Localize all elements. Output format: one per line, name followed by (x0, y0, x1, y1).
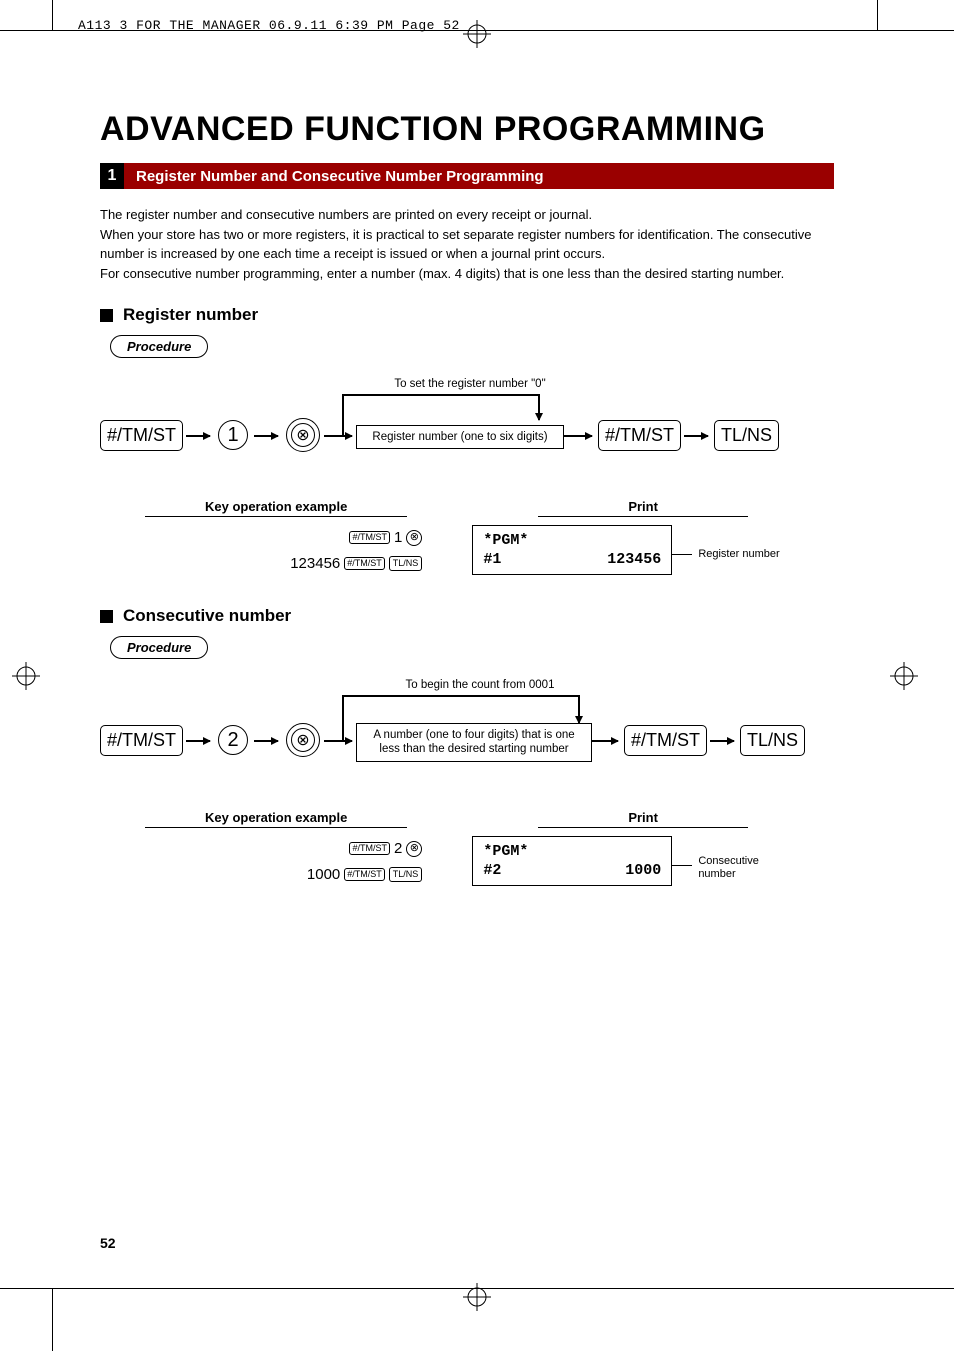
registration-mark-top (463, 20, 491, 48)
connector-line (578, 695, 580, 723)
arrow-icon (186, 435, 210, 437)
arrow-icon (710, 740, 734, 742)
example-row-register: Key operation example #/TM/ST 1 ⊗ 123456… (100, 498, 834, 576)
key-tlns: TL/NS (714, 420, 779, 451)
flow-caption: To set the register number "0" (360, 378, 580, 390)
print-column: Print *PGM* #1 123456 Register number (452, 498, 834, 576)
key-tlns: TL/NS (740, 725, 805, 756)
connector-line (342, 394, 344, 435)
column-header: Print (538, 499, 748, 517)
print-receipt: *PGM* #1 123456 (472, 525, 672, 575)
procedure-pill: Procedure (110, 636, 208, 659)
multiply-key-icon: ⊗ (406, 530, 422, 546)
print-column: Print *PGM* #2 1000 Consecutive number (452, 809, 834, 887)
key-tmst-1: #/TM/ST (100, 420, 183, 451)
bullet-square-icon (100, 309, 113, 322)
multiply-key-icon: ⊗ (286, 418, 320, 452)
section-title: Register Number and Consecutive Number P… (136, 168, 544, 185)
key-sequence: #/TM/ST 2 ⊗ 1000 #/TM/ST TL/NS (100, 836, 452, 887)
subhead-consecutive-number: Consecutive number (100, 606, 834, 626)
connector-line (324, 435, 342, 437)
column-header: Key operation example (145, 810, 407, 828)
mini-key-tmst: #/TM/ST (349, 531, 390, 544)
flow-caption: To begin the count from 0001 (370, 679, 590, 691)
arrow-icon (186, 740, 210, 742)
flow-textbox: A number (one to four digits) that is on… (356, 723, 592, 762)
seq-digit: 2 (394, 836, 402, 862)
key-operation-column: Key operation example #/TM/ST 1 ⊗ 123456… (100, 498, 452, 576)
subhead-label: Register number (123, 305, 258, 325)
digit-circle: 2 (218, 725, 248, 755)
trim-mark (52, 0, 53, 30)
mini-key-tmst: #/TM/ST (344, 868, 385, 881)
seq-number: 123456 (290, 551, 340, 577)
arrow-icon (684, 435, 708, 437)
intro-text: The register number and consecutive numb… (100, 205, 834, 283)
print-line-left: #1 (483, 551, 501, 568)
seq-number: 1000 (307, 862, 340, 888)
registration-mark-bottom (463, 1283, 491, 1311)
key-tmst-2: #/TM/ST (624, 725, 707, 756)
key-tmst-2: #/TM/ST (598, 420, 681, 451)
seq-digit: 1 (394, 525, 402, 551)
section-number: 1 (100, 163, 124, 189)
textbox-line1: A number (one to four digits) that is on… (373, 729, 574, 741)
mini-key-tmst: #/TM/ST (349, 842, 390, 855)
print-annotation: Register number (698, 548, 779, 561)
arrow-icon (572, 435, 592, 437)
multiply-key-icon: ⊗ (406, 841, 422, 857)
print-line-left: #2 (483, 862, 501, 879)
arrow-icon (254, 435, 278, 437)
flow-register-number: To set the register number "0" #/TM/ST 1… (100, 380, 834, 480)
connector-line (324, 740, 342, 742)
arrow-icon (254, 740, 278, 742)
subhead-label: Consecutive number (123, 606, 291, 626)
label-line: Consecutive (698, 855, 759, 868)
main-title: ADVANCED FUNCTION PROGRAMMING (100, 110, 834, 149)
connector-line (538, 394, 540, 420)
section-header: 1 Register Number and Consecutive Number… (100, 163, 834, 189)
print-line: *PGM* (483, 532, 528, 549)
flow-consecutive-number: To begin the count from 0001 #/TM/ST 2 ⊗… (100, 681, 834, 791)
multiply-glyph: ⊗ (291, 728, 315, 752)
registration-mark-left (12, 662, 40, 690)
print-annotation: Consecutive number (698, 855, 759, 881)
column-header: Print (538, 810, 748, 828)
textbox-line2: less than the desired starting number (379, 743, 568, 755)
flow-textbox: Register number (one to six digits) (356, 425, 564, 449)
arrow-icon (342, 435, 352, 437)
label-line: number (698, 868, 759, 881)
mini-key-tlns: TL/NS (389, 867, 423, 882)
procedure-pill: Procedure (110, 335, 208, 358)
digit-circle: 1 (218, 420, 248, 450)
leader-line (672, 865, 692, 866)
subhead-register-number: Register number (100, 305, 834, 325)
print-line-right: 123456 (607, 551, 661, 568)
column-header: Key operation example (145, 499, 407, 517)
print-line: *PGM* (483, 843, 528, 860)
multiply-key-icon: ⊗ (286, 723, 320, 757)
key-operation-column: Key operation example #/TM/ST 2 ⊗ 1000 #… (100, 809, 452, 887)
trim-mark (877, 0, 878, 30)
example-row-consecutive: Key operation example #/TM/ST 2 ⊗ 1000 #… (100, 809, 834, 887)
connector-line (564, 435, 572, 437)
arrow-icon (598, 740, 618, 742)
mini-key-tlns: TL/NS (389, 556, 423, 571)
connector-line (342, 695, 578, 697)
print-receipt: *PGM* #2 1000 (472, 836, 672, 886)
page-content: ADVANCED FUNCTION PROGRAMMING 1 Register… (100, 110, 834, 917)
leader-line (672, 554, 692, 555)
page-number: 52 (100, 1235, 116, 1251)
multiply-glyph: ⊗ (291, 423, 315, 447)
bullet-square-icon (100, 610, 113, 623)
arrow-icon (342, 740, 352, 742)
print-line-right: 1000 (625, 862, 661, 879)
key-sequence: #/TM/ST 1 ⊗ 123456 #/TM/ST TL/NS (100, 525, 452, 576)
mini-key-tmst: #/TM/ST (344, 557, 385, 570)
connector-line (342, 695, 344, 740)
key-tmst-1: #/TM/ST (100, 725, 183, 756)
registration-mark-right (890, 662, 918, 690)
trim-mark (52, 1289, 53, 1351)
connector-line (342, 394, 538, 396)
